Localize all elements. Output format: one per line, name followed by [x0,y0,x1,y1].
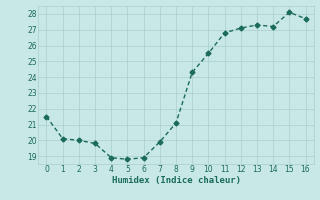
X-axis label: Humidex (Indice chaleur): Humidex (Indice chaleur) [111,176,241,185]
